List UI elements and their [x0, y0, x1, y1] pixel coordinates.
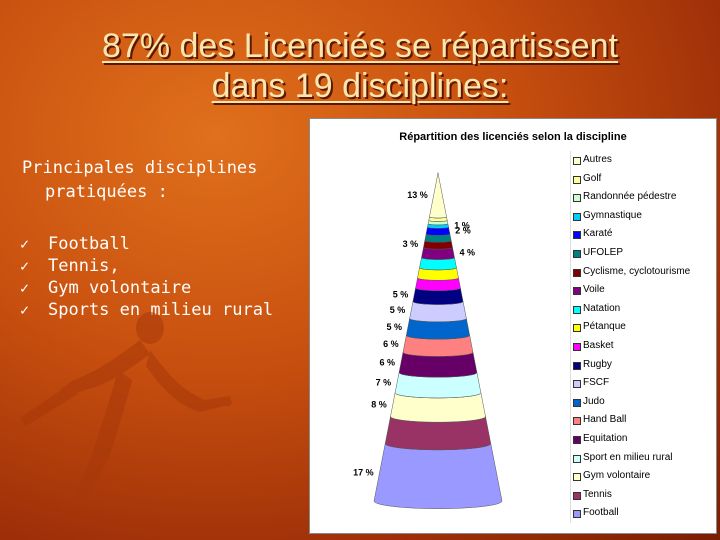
legend-label: Rugby	[583, 358, 612, 370]
list-item-label: Football	[48, 234, 130, 254]
list-item-label: Tennis,	[48, 256, 120, 276]
legend-label: Pétanque	[583, 321, 626, 333]
slide-title: 87% des Licenciés se répartissent dans 1…	[0, 26, 720, 106]
legend-swatch	[573, 380, 581, 389]
legend-label: Gym volontaire	[583, 470, 651, 482]
disciplines-heading: Principales disciplines pratiquées :	[22, 156, 292, 204]
legend-item-hand-ball: Hand Ball	[571, 411, 713, 430]
pyramid-segment-autres	[429, 172, 447, 219]
data-label-fscf: 5 %	[390, 305, 406, 315]
data-label-judo: 5 %	[386, 322, 402, 332]
list-item-label: Gym volontaire	[48, 278, 192, 298]
legend-swatch	[573, 510, 581, 519]
legend-label: Equitation	[583, 432, 628, 444]
legend-item-voile: Voile	[571, 281, 713, 300]
legend-item-basket: Basket	[571, 337, 713, 356]
list-item-label: Sports en milieu rural	[48, 300, 274, 320]
list-item: ✓ Gym volontaire	[20, 277, 273, 299]
legend-swatch	[573, 305, 581, 314]
legend-swatch	[573, 342, 581, 351]
legend-label: Judo	[583, 395, 605, 407]
legend-item-rugby: Rugby	[571, 356, 713, 375]
legend-label: Tennis	[583, 488, 612, 500]
sprinter-image	[20, 312, 232, 508]
legend-swatch	[573, 361, 581, 370]
legend-label: UFOLEP	[583, 246, 624, 258]
legend-swatch	[573, 473, 581, 482]
legend-label: Gymnastique	[583, 209, 642, 221]
legend-item-petanque: Pétanque	[571, 318, 713, 337]
legend-swatch	[573, 435, 581, 444]
legend-label: Randonnée pédestre	[583, 191, 677, 203]
legend-label: Autres	[583, 154, 612, 165]
legend-swatch	[573, 491, 581, 500]
legend-label: Basket	[583, 339, 614, 351]
legend-item-ufolep: UFOLEP	[571, 244, 713, 263]
pyramid-chart: 17 % 8 % 7 % 6 % 6 % 5 % 5 % 5 % 4 % 3 % 2 %1 % 13 …	[353, 172, 503, 509]
list-item: ✓ Football	[20, 233, 273, 255]
legend-label: Cyclisme, cyclotourisme	[583, 265, 691, 277]
legend-item-cyclisme-cyclotourisme: Cyclisme, cyclotourisme	[571, 263, 713, 282]
legend-item-golf: Golf	[571, 170, 713, 189]
legend-label: Golf	[583, 172, 602, 184]
disciplines-heading-line1: Principales disciplines	[22, 158, 258, 178]
disciplines-list: ✓ Football ✓ Tennis, ✓ Gym volontaire ✓ Spor…	[20, 233, 273, 321]
chart-panel: Répartition des licenciés selon la disci…	[309, 118, 717, 534]
slide-title-line1: 87% des Licenciés se répartissent	[102, 27, 618, 65]
data-label-rugby: 5 %	[393, 290, 409, 300]
legend-item-autres: Autres	[571, 151, 713, 170]
list-item: ✓ Tennis,	[20, 255, 273, 277]
check-icon: ✓	[20, 257, 30, 275]
legend-item-gym-volontaire: Gym volontaire	[571, 467, 713, 486]
legend-item-karate: Karaté	[571, 225, 713, 244]
data-label-football: 17 %	[353, 467, 374, 477]
data-label-cyclisme-cyclotourisme: 3 %	[403, 239, 419, 249]
check-icon: ✓	[20, 279, 30, 297]
legend-item-randonnee-pedestre: Randonnée pédestre	[571, 188, 713, 207]
legend-item-natation: Natation	[571, 300, 713, 319]
legend-swatch	[573, 157, 581, 165]
data-label-gym-volontaire: 8 %	[371, 400, 387, 410]
check-icon: ✓	[20, 301, 30, 319]
legend-label: Sport en milieu rural	[583, 451, 673, 463]
legend-label: Karaté	[583, 228, 613, 240]
legend-swatch	[573, 324, 581, 333]
data-label-karate: 2 %	[455, 225, 471, 235]
legend-label: Hand Ball	[583, 414, 627, 426]
data-label-gymnastique: 1 %	[454, 220, 470, 230]
chart-title: Répartition des licenciés selon la disci…	[399, 131, 627, 143]
legend-item-football: Football	[571, 504, 713, 523]
legend-swatch	[573, 194, 581, 203]
check-icon: ✓	[20, 235, 30, 253]
legend-item-sport-en-milieu-rural: Sport en milieu rural	[571, 449, 713, 468]
legend-swatch	[573, 175, 581, 184]
legend-swatch	[573, 287, 581, 296]
legend-swatch	[573, 212, 581, 221]
legend-item-judo: Judo	[571, 393, 713, 412]
data-label-hand-ball: 6 %	[383, 339, 399, 349]
disciplines-heading-line2: pratiquées :	[45, 182, 168, 202]
legend-swatch	[573, 231, 581, 240]
legend-swatch	[573, 398, 581, 407]
legend-label: Voile	[583, 284, 605, 296]
data-label-equitation: 6 %	[380, 357, 396, 367]
legend-label: Natation	[583, 302, 621, 314]
legend-item-gymnastique: Gymnastique	[571, 207, 713, 226]
legend-swatch	[573, 268, 581, 277]
slide-title-line2: dans 19 disciplines:	[211, 67, 509, 105]
legend-item-tennis: Tennis	[571, 486, 713, 505]
legend-item-fscf: FSCF	[571, 374, 713, 393]
list-item: ✓ Sports en milieu rural	[20, 299, 273, 321]
legend-item-equitation: Equitation	[571, 430, 713, 449]
legend-label: Football	[583, 507, 619, 519]
data-label-sport-en-milieu-rural: 7 %	[376, 378, 392, 388]
legend-swatch	[573, 417, 581, 426]
data-label-voile: 4 %	[460, 247, 476, 257]
legend-swatch	[573, 454, 581, 463]
data-label-autres: 13 %	[407, 190, 428, 200]
chart-legend: Autres Golf Randonnée pédestre Gymnastique K…	[570, 151, 713, 523]
legend-label: FSCF	[583, 377, 610, 389]
legend-swatch	[573, 249, 581, 258]
